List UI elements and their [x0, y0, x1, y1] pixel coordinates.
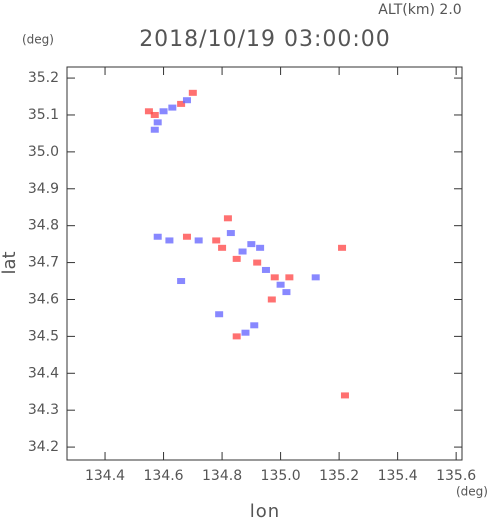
echo-point	[194, 237, 203, 244]
echo-point	[165, 237, 174, 244]
echo-point	[276, 281, 285, 288]
x-tick-label: 135.4	[378, 468, 418, 484]
echo-point	[188, 89, 197, 96]
echo-point	[238, 248, 247, 255]
chart-title: 2018/10/19 03:00:00	[139, 27, 391, 52]
y-tick-label: 35.2	[28, 70, 59, 86]
echo-point	[182, 97, 191, 104]
echo-point	[285, 274, 294, 281]
echo-point	[153, 233, 162, 240]
echo-point	[247, 241, 256, 248]
y-axis-label: lat	[0, 251, 20, 274]
echo-point	[270, 274, 279, 281]
x-tick-label: 135.2	[319, 468, 359, 484]
y-tick-label: 34.5	[28, 328, 59, 344]
echo-point	[144, 108, 153, 115]
y-tick-label: 34.9	[28, 181, 59, 197]
x-tick-label: 135.6	[436, 468, 476, 484]
echo-point	[253, 259, 262, 266]
echo-point	[282, 289, 291, 296]
echo-point	[232, 255, 241, 262]
echo-point	[212, 237, 221, 244]
echo-point	[311, 274, 320, 281]
echo-point	[256, 244, 265, 251]
y-unit: (deg)	[22, 33, 54, 47]
plot-frame	[66, 66, 463, 461]
echo-point	[241, 329, 250, 336]
echo-point	[168, 104, 177, 111]
y-tick-label: 34.3	[28, 402, 59, 418]
echo-point	[182, 233, 191, 240]
echo-point	[267, 296, 276, 303]
echo-point	[250, 322, 259, 329]
echo-point	[223, 215, 232, 222]
y-tick-label: 35.1	[28, 107, 59, 123]
x-tick-label: 135.0	[261, 468, 301, 484]
y-tick-label: 34.8	[28, 218, 59, 234]
echo-point	[177, 100, 186, 107]
echo-point	[232, 333, 241, 340]
y-tick-label: 34.2	[28, 439, 59, 455]
y-tick-label: 35.0	[28, 144, 59, 160]
y-tick-label: 34.4	[28, 365, 59, 381]
echo-point	[340, 392, 349, 399]
echo-point	[261, 266, 270, 273]
echo-point	[226, 230, 235, 237]
echo-point	[159, 108, 168, 115]
y-tick-label: 34.7	[28, 255, 59, 271]
x-tick-label: 134.4	[85, 468, 125, 484]
echo-point	[215, 311, 224, 318]
x-tick-label: 134.8	[202, 468, 242, 484]
x-tick-label: 134.6	[144, 468, 184, 484]
altitude-label: ALT(km) 2.0	[378, 2, 461, 18]
echo-point	[153, 119, 162, 126]
echo-point	[177, 278, 186, 285]
echo-point	[338, 244, 347, 251]
echo-point	[218, 244, 227, 251]
x-unit: (deg)	[456, 485, 488, 499]
y-tick-label: 34.6	[28, 291, 59, 307]
echo-point	[150, 111, 159, 118]
x-axis-label: lon	[250, 501, 280, 521]
echo-point	[150, 126, 159, 133]
